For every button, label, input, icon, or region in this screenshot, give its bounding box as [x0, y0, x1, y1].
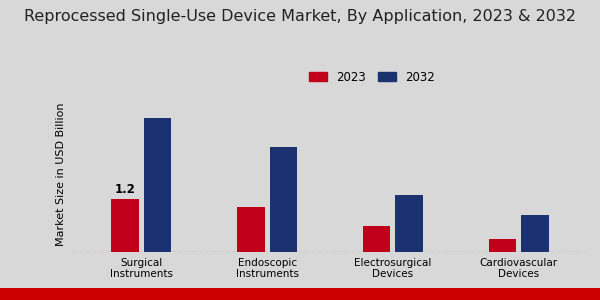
Bar — [395, 195, 423, 252]
Text: 1.2: 1.2 — [115, 183, 135, 196]
Bar — [521, 215, 549, 252]
Bar — [488, 238, 516, 252]
Bar — [269, 147, 297, 252]
Bar — [363, 226, 391, 252]
Bar — [237, 207, 265, 252]
Legend: 2023, 2032: 2023, 2032 — [304, 66, 440, 88]
Y-axis label: Market Size in USD Billion: Market Size in USD Billion — [56, 102, 67, 246]
Bar — [144, 118, 172, 252]
Text: Reprocessed Single-Use Device Market, By Application, 2023 & 2032: Reprocessed Single-Use Device Market, By… — [24, 9, 576, 24]
Bar — [111, 199, 139, 252]
